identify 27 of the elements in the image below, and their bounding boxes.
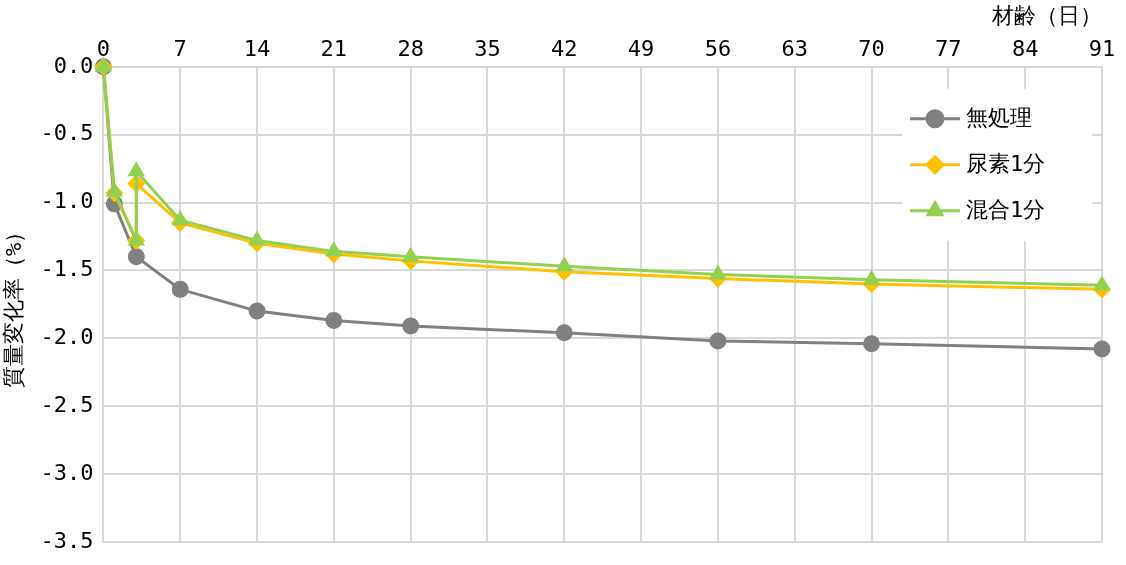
x-axis-title: 材齢（日）: [991, 2, 1102, 28]
y-tick-label: -3.5: [40, 527, 94, 553]
x-tick-label: 91: [1088, 36, 1116, 62]
x-tick-label: 56: [704, 36, 732, 62]
x-tick-label: 21: [320, 36, 348, 62]
x-tick-label: 70: [858, 36, 885, 62]
x-tick-label: 35: [474, 36, 501, 62]
x-tick-label: 42: [551, 36, 578, 62]
y-tick-label: -1.5: [40, 256, 94, 282]
y-tick-label: -3.0: [40, 459, 94, 485]
x-tick-label: 14: [243, 36, 271, 62]
y-tick-label: 0.0: [53, 52, 94, 78]
legend-label: 混合1分: [966, 196, 1046, 222]
y-axis-title: 質量変化率（%）: [0, 220, 26, 388]
x-tick-label: 63: [781, 36, 808, 62]
y-tick-label: -1.0: [40, 188, 94, 214]
x-tick-label: 84: [1011, 36, 1039, 62]
x-tick-label: 7: [173, 36, 187, 62]
y-tick-label: -2.5: [40, 391, 94, 417]
y-tick-label: -2.0: [40, 323, 94, 349]
x-tick-label: 28: [397, 36, 424, 62]
legend-label: 無処理: [966, 104, 1032, 130]
legend-label: 尿素1分: [966, 150, 1046, 176]
x-tick-label: 77: [935, 36, 962, 62]
y-tick-label: -0.5: [40, 120, 94, 146]
x-tick-label: 49: [627, 36, 655, 62]
x-tick-label: 0: [96, 36, 111, 62]
